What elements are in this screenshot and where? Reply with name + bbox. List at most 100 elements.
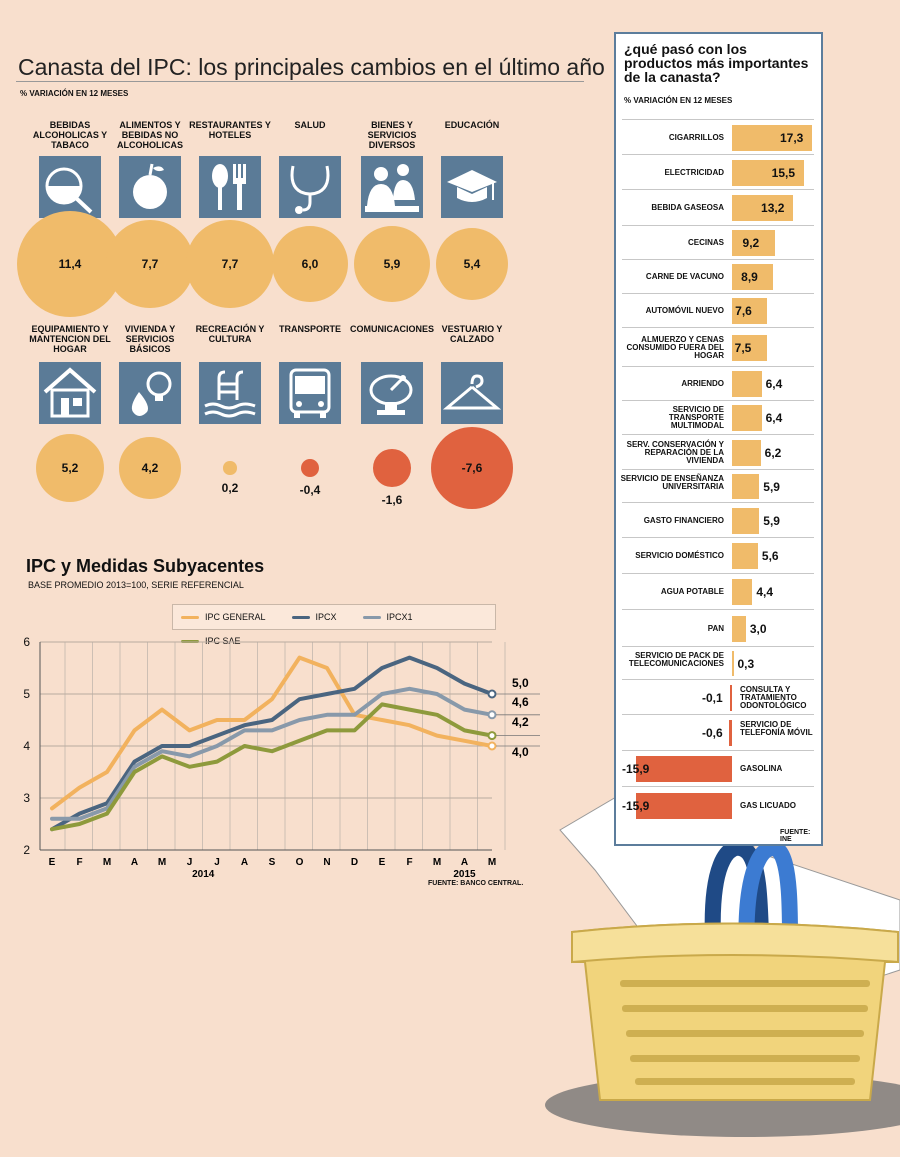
- product-value: 8,9: [741, 270, 758, 284]
- category-value: 6,0: [301, 256, 319, 271]
- category-label: ALIMENTOS Y BEBIDAS NO ALCOHOLICAS: [117, 120, 183, 150]
- product-value: 7,6: [735, 304, 752, 318]
- panel-subtitle: % VARIACIÓN EN 12 MESES: [624, 96, 733, 105]
- category-bubble: [300, 458, 320, 478]
- product-value: -0,1: [702, 690, 723, 705]
- product-row: SERVICIO DE TRANSPORTE MULTIMODAL 6,4: [622, 400, 814, 435]
- product-label: CARNE DE VACUNO: [645, 272, 724, 281]
- product-label: ALMUERZO Y CENAS CONSUMIDO FUERA DEL HOG…: [626, 334, 724, 360]
- product-bar: [732, 405, 762, 431]
- product-bar: [732, 579, 753, 605]
- series-end-point: [487, 741, 497, 751]
- category-label: EQUIPAMIENTO Y MANTENCION DEL HOGAR: [29, 324, 111, 354]
- y-tick-label: 5: [23, 687, 30, 701]
- category-label: BEBIDAS ALCOHOLICAS Y TABACO: [32, 120, 108, 150]
- product-value: 6,2: [764, 445, 782, 460]
- product-value: 6,4: [765, 411, 783, 425]
- panel-title: ¿qué pasó con los productos más importan…: [624, 41, 809, 85]
- legend-item: IPC SAE: [181, 629, 241, 653]
- house-icon: [39, 362, 101, 424]
- series-line: [50, 702, 494, 832]
- line-chart: 2 3 4 5 6 E F M A M J J A S O N D E F M A M 2014 2015 5,0 4,6 4,2 4…: [23, 635, 540, 880]
- product-label: SERVICIO DE TELEFONÍA MÓVIL: [740, 720, 813, 737]
- product-row: ARRIENDO 6,4: [622, 366, 814, 401]
- product-value: 5,9: [763, 513, 780, 528]
- product-bar: [729, 720, 732, 746]
- product-value: 5,6: [761, 549, 779, 563]
- line-chart-source: FUENTE: BANCO CENTRAL.: [428, 880, 524, 887]
- product-bar: [732, 615, 746, 642]
- product-label: GASOLINA: [740, 764, 783, 773]
- category-label: RECREACIÓN Y CULTURA: [195, 324, 265, 344]
- product-label: GASTO FINANCIERO: [643, 515, 724, 525]
- y-tick-label: 4: [23, 739, 30, 753]
- product-label: CECINAS: [687, 238, 724, 247]
- product-bar: [636, 793, 732, 819]
- product-bar: [732, 543, 758, 569]
- spoon-fork-icon: [199, 156, 261, 218]
- series-end-point: [487, 731, 497, 741]
- category-bubble: [223, 461, 237, 475]
- product-value: 7,5: [734, 340, 752, 355]
- basket-icon: [571, 922, 899, 1101]
- category-value: 0,2: [221, 480, 239, 495]
- category-value: 5,4: [463, 256, 481, 271]
- product-bar: [730, 684, 732, 711]
- y-tick-label: 6: [23, 635, 30, 649]
- legend-label: IPC SAE: [205, 636, 241, 646]
- end-value-label: 4,2: [512, 715, 529, 729]
- product-bar: [732, 439, 761, 466]
- category-bubble: 5,4: [435, 227, 509, 301]
- product-row: PAN 3,0: [622, 609, 814, 647]
- category-label: BIENES Y SERVICIOS DIVERSOS: [367, 120, 417, 150]
- x-tick-label: F: [76, 857, 82, 868]
- panel-source: FUENTE: INE: [780, 829, 811, 843]
- product-bar: [732, 298, 768, 324]
- product-label: AGUA POTABLE: [660, 587, 724, 596]
- product-bar: [732, 159, 804, 186]
- product-label: SERVICIO DE PACK DE TELECOMUNICACIONES: [628, 650, 724, 668]
- line-chart-legend: IPC GENERAL IPCX IPCX1 IPC SAE: [172, 604, 496, 646]
- product-row: GASTO FINANCIERO 5,9: [622, 502, 814, 538]
- category-label: TRANSPORTE: [278, 324, 341, 334]
- category-label: RESTAURANTES Y HOTELES: [189, 120, 271, 140]
- end-value-label: 4,0: [512, 745, 529, 759]
- y-tick-label: 2: [23, 843, 30, 857]
- product-row: CECINAS 9,2: [622, 225, 814, 260]
- product-label: ARRIENDO: [681, 379, 724, 388]
- category-value: -7,6: [461, 460, 483, 475]
- product-bar: [636, 756, 732, 782]
- product-label: SERV. CONSERVACIÓN Y REPARACIÓN DE LA VI…: [626, 439, 724, 465]
- legend-item: IPC GENERAL: [181, 605, 266, 629]
- product-row: GAS LICUADO -15,9: [622, 786, 814, 825]
- product-value: 13,2: [761, 201, 785, 215]
- category-label: VESTUARIO Y CALZADO: [441, 324, 503, 344]
- category-label: VIVIENDA Y SERVICIOS BÁSICOS: [124, 324, 176, 354]
- year-label: 2014: [192, 869, 215, 880]
- product-row: ELECTRICIDAD 15,5: [622, 154, 814, 190]
- legend-swatch: [181, 615, 199, 619]
- category-value: -1,6: [381, 492, 403, 507]
- product-label: GAS LICUADO: [740, 801, 796, 810]
- x-tick-label: J: [214, 857, 220, 868]
- product-value: 17,3: [780, 130, 804, 145]
- product-label: AUTOMÓVIL NUEVO: [645, 306, 724, 315]
- line-chart-subtitle: BASE PROMEDIO 2013=100, SERIE REFERENCIA…: [28, 580, 244, 590]
- product-row: CARNE DE VACUNO 8,9: [622, 259, 814, 294]
- product-row: CIGARRILLOS 17,3: [622, 119, 814, 155]
- product-bar: [732, 507, 760, 534]
- product-label: SERVICIO DOMÉSTICO: [635, 551, 724, 560]
- legend-label: IPC GENERAL: [205, 612, 266, 622]
- product-label: SERVICIO DE TRANSPORTE MULTIMODAL: [668, 405, 724, 430]
- products-panel: ¿qué pasó con los productos más importan…: [614, 32, 823, 846]
- category-value: 11,4: [58, 257, 82, 271]
- product-bar: [732, 124, 812, 151]
- product-label: SERVICIO DE ENSEÑANZA UNIVERSITARIA: [620, 473, 724, 491]
- x-tick-label: N: [323, 857, 330, 868]
- y-tick-label: 3: [23, 791, 30, 805]
- legend-label: IPCX1: [386, 612, 413, 622]
- series-end-point: [487, 710, 497, 720]
- product-row: CONSULTA Y TRATAMIENTO ODONTOLÓGICO -0,1: [622, 679, 814, 715]
- x-tick-label: M: [103, 857, 111, 868]
- apple-icon: [119, 156, 181, 218]
